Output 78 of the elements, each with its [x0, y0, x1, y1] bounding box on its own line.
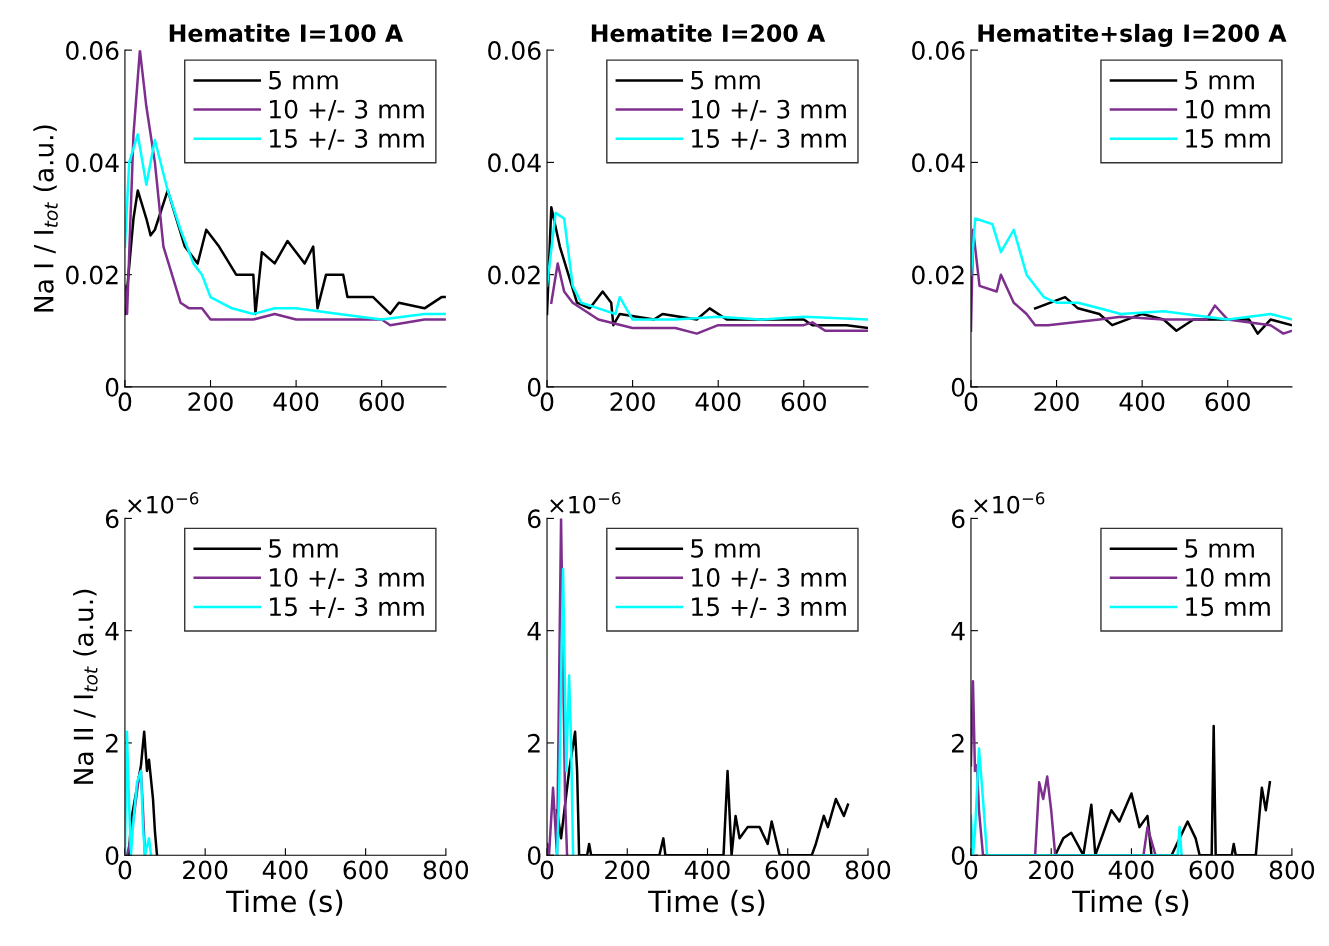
- legend-label: 5 mm: [269, 539, 338, 558]
- legend-label: 5 mm: [691, 70, 760, 90]
- x-tick-label: 200: [1029, 860, 1074, 880]
- y-tick-label: 0.02: [66, 265, 118, 285]
- legend-label: 10 +/- 3 mm: [269, 99, 424, 121]
- y-tick-label: 6: [528, 509, 541, 529]
- legend-label: 5 mm: [1185, 70, 1254, 90]
- x-tick-label: 400: [695, 392, 741, 412]
- legend-label: 5 mm: [269, 70, 338, 90]
- y-tick-label: 2: [952, 733, 964, 753]
- y-tick-label: 0: [527, 377, 541, 397]
- x-tick-label: 800: [423, 860, 469, 880]
- x-tick-label: 800: [845, 860, 891, 880]
- y-tick-label: 0.02: [912, 265, 964, 285]
- x-tick-label: 600: [343, 860, 388, 880]
- text: ×10$^{−6}$: [974, 492, 1045, 514]
- legend-label: 10 +/- 3 mm: [692, 99, 846, 121]
- x-tick-label: 200: [610, 392, 655, 412]
- x-tick-label: 600: [1205, 392, 1250, 412]
- y-tick-label: 4: [105, 621, 119, 641]
- x-tick-label: 0: [964, 860, 978, 880]
- x-tick-label: 400: [1108, 860, 1154, 880]
- y-tick-label: 0.06: [912, 41, 965, 60]
- y-tick-label: 0: [105, 846, 119, 866]
- y-axis-title: Na I / I$_{tot}$ (a.u.): [33, 125, 58, 312]
- y-tick-label: 0.06: [488, 41, 541, 60]
- y-tick-label: 0.04: [488, 153, 541, 173]
- legend-label: 10 +/- 3 mm: [269, 568, 424, 589]
- legend-label: 10 +/- 3 mm: [692, 568, 846, 589]
- legend-label: 15 +/- 3 mm: [269, 128, 424, 150]
- text: ×10$^{−6}$: [550, 492, 621, 514]
- x-tick-label: 400: [262, 860, 308, 880]
- x-tick-label: 200: [605, 860, 650, 880]
- y-tick-label: 4: [951, 621, 965, 641]
- x-tick-label: 200: [1034, 392, 1079, 412]
- y-tick-label: 0: [951, 846, 965, 866]
- y-tick-label: 0: [527, 846, 541, 866]
- text: ×10$^{−6}$: [128, 492, 199, 514]
- x-tick-label: 400: [273, 392, 319, 412]
- x-axis-title: Time (s): [1072, 889, 1189, 916]
- y-axis-title: Na II / I$_{tot}$ (a.u.): [73, 589, 98, 784]
- y-tick-label: 0.04: [66, 153, 119, 173]
- y-tick-label: 0.02: [488, 265, 540, 285]
- y-tick-label: 0.06: [66, 41, 119, 60]
- legend-label: 5 mm: [1185, 539, 1254, 558]
- y-tick-label: 0: [951, 377, 965, 397]
- x-tick-label: 600: [781, 392, 826, 412]
- x-tick-label: 200: [183, 860, 228, 880]
- legend-label: 15 mm: [1186, 597, 1270, 617]
- y-tick-label: 6: [105, 509, 119, 529]
- legend-label: 10 mm: [1186, 568, 1270, 587]
- x-tick-label: 0: [964, 392, 978, 412]
- x-tick-label: 800: [1269, 860, 1315, 880]
- y-tick-label: 2: [528, 733, 540, 753]
- legend-label: 5 mm: [691, 539, 760, 558]
- legend-label: 15 +/- 3 mm: [692, 128, 846, 150]
- x-tick-label: 600: [1189, 860, 1234, 880]
- legend-label: 10 mm: [1186, 99, 1270, 119]
- x-tick-label: 0: [118, 860, 132, 880]
- x-tick-label: 0: [118, 392, 132, 412]
- chart-title: Hematite I=200 A: [591, 23, 826, 43]
- legend-label: 15 mm: [1186, 129, 1270, 148]
- x-axis-title: Time (s): [648, 889, 765, 916]
- x-tick-label: 400: [684, 860, 730, 880]
- x-tick-label: 400: [1119, 392, 1165, 412]
- chart-title: Hematite+slag I=200 A: [978, 23, 1287, 47]
- y-tick-label: 6: [951, 509, 965, 529]
- y-tick-label: 0: [105, 377, 119, 397]
- y-tick-label: 4: [527, 621, 541, 641]
- y-tick-label: 0.04: [912, 153, 965, 173]
- legend-label: 15 +/- 3 mm: [692, 597, 846, 619]
- x-tick-label: 600: [359, 392, 404, 412]
- x-axis-title: Time (s): [226, 889, 343, 916]
- legend-label: 15 +/- 3 mm: [269, 597, 424, 619]
- y-tick-label: 2: [105, 733, 118, 753]
- chart-title: Hematite I=100 A: [169, 23, 404, 43]
- x-tick-label: 200: [188, 392, 233, 412]
- x-tick-label: 600: [765, 860, 810, 880]
